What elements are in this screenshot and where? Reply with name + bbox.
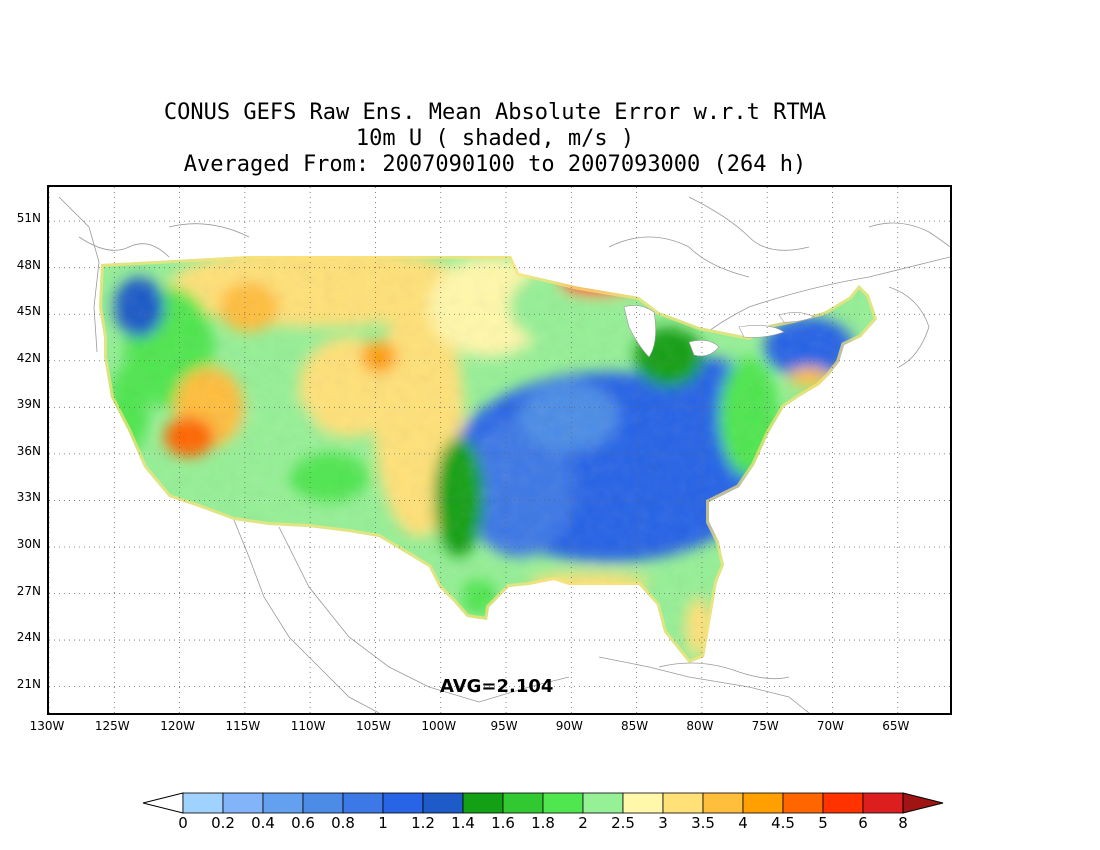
colorbar-label: 1.4 <box>451 814 475 832</box>
colorbar-label: 4.5 <box>771 814 795 832</box>
colorbar-label: 1 <box>378 814 388 832</box>
colorbar-swatch <box>742 792 784 814</box>
colorbar-label: 8 <box>898 814 908 832</box>
lon-tick-label: 85W <box>621 719 649 733</box>
lon-tick-label: 100W <box>421 719 457 733</box>
graticule <box>49 187 950 713</box>
map-frame <box>47 185 952 715</box>
colorbar-swatch <box>502 792 544 814</box>
colorbar-label: 3.5 <box>691 814 715 832</box>
colorbar-label: 2.5 <box>611 814 635 832</box>
colorbar-label: 5 <box>818 814 828 832</box>
colorbar-under-triangle <box>142 792 184 814</box>
lat-tick-label: 42N <box>16 350 41 365</box>
lat-tick-label: 33N <box>16 490 41 505</box>
colorbar-swatch <box>422 792 464 814</box>
colorbar-swatch <box>382 792 424 814</box>
lat-tick-label: 48N <box>16 257 41 272</box>
colorbar-swatch <box>662 792 704 814</box>
lon-tick-label: 115W <box>225 719 261 733</box>
colorbar-swatch <box>862 792 904 814</box>
title-line-2: 10m U ( shaded, m/s ) <box>355 126 635 151</box>
error-field <box>99 256 877 663</box>
colorbar-swatch <box>222 792 264 814</box>
colorbar-label: 2 <box>578 814 588 832</box>
colorbar-label: 0.4 <box>251 814 275 832</box>
colorbar-swatch <box>462 792 504 814</box>
colorbar-swatch <box>622 792 664 814</box>
lon-tick-label: 95W <box>490 719 518 733</box>
colorbar-label: 1.6 <box>491 814 515 832</box>
colorbar-swatch <box>822 792 864 814</box>
lon-tick-label: 90W <box>555 719 583 733</box>
lon-tick-label: 110W <box>290 719 326 733</box>
colorbar-swatch <box>542 792 584 814</box>
colorbar-swatch <box>702 792 744 814</box>
lon-tick-label: 130W <box>29 719 65 733</box>
colorbar-swatch <box>302 792 344 814</box>
colorbar-swatch <box>782 792 824 814</box>
colorbar-swatch <box>582 792 624 814</box>
lat-tick-label: 21N <box>16 676 41 691</box>
lat-tick-label: 51N <box>16 211 41 226</box>
lon-tick-label: 125W <box>94 719 130 733</box>
lon-tick-label: 105W <box>356 719 391 733</box>
colorbar-label: 4 <box>738 814 748 832</box>
great-lakes <box>623 305 815 358</box>
colorbar-label: 6 <box>858 814 868 832</box>
lat-tick-label: 27N <box>16 583 41 598</box>
colorbar-over-triangle <box>902 792 944 814</box>
lon-tick-label: 80W <box>686 719 714 733</box>
lon-tick-label: 75W <box>751 719 779 733</box>
colorbar-label: 1.8 <box>531 814 555 832</box>
lat-tick-label: 39N <box>16 397 41 412</box>
colorbar-label: 1.2 <box>411 814 435 832</box>
colorbar-label: 0 <box>178 814 188 832</box>
lon-tick-label: 70W <box>816 719 845 733</box>
title-line-1: CONUS GEFS Raw Ens. Mean Absolute Error … <box>163 100 827 125</box>
map-canvas <box>49 187 950 713</box>
chart-title: CONUS GEFS Raw Ens. Mean Absolute Error … <box>0 100 990 178</box>
colorbar-label: 0.2 <box>211 814 235 832</box>
lat-tick-label: 45N <box>16 304 41 319</box>
colorbar-swatch <box>262 792 304 814</box>
lon-tick-label: 120W <box>160 719 195 733</box>
average-label: AVG=2.104 <box>440 676 554 697</box>
colorbar-swatch <box>342 792 384 814</box>
title-line-3: Averaged From: 2007090100 to 2007093000 … <box>183 152 807 177</box>
lat-tick-label: 30N <box>16 536 41 551</box>
colorbar-swatch <box>182 792 224 814</box>
colorbar-label: 0.8 <box>331 814 355 832</box>
lat-tick-label: 36N <box>16 443 41 458</box>
colorbar-label: 3 <box>658 814 668 832</box>
lon-tick-label: 65W <box>882 719 910 733</box>
lat-tick-label: 24N <box>16 630 41 645</box>
colorbar-label: 0.6 <box>291 814 315 832</box>
